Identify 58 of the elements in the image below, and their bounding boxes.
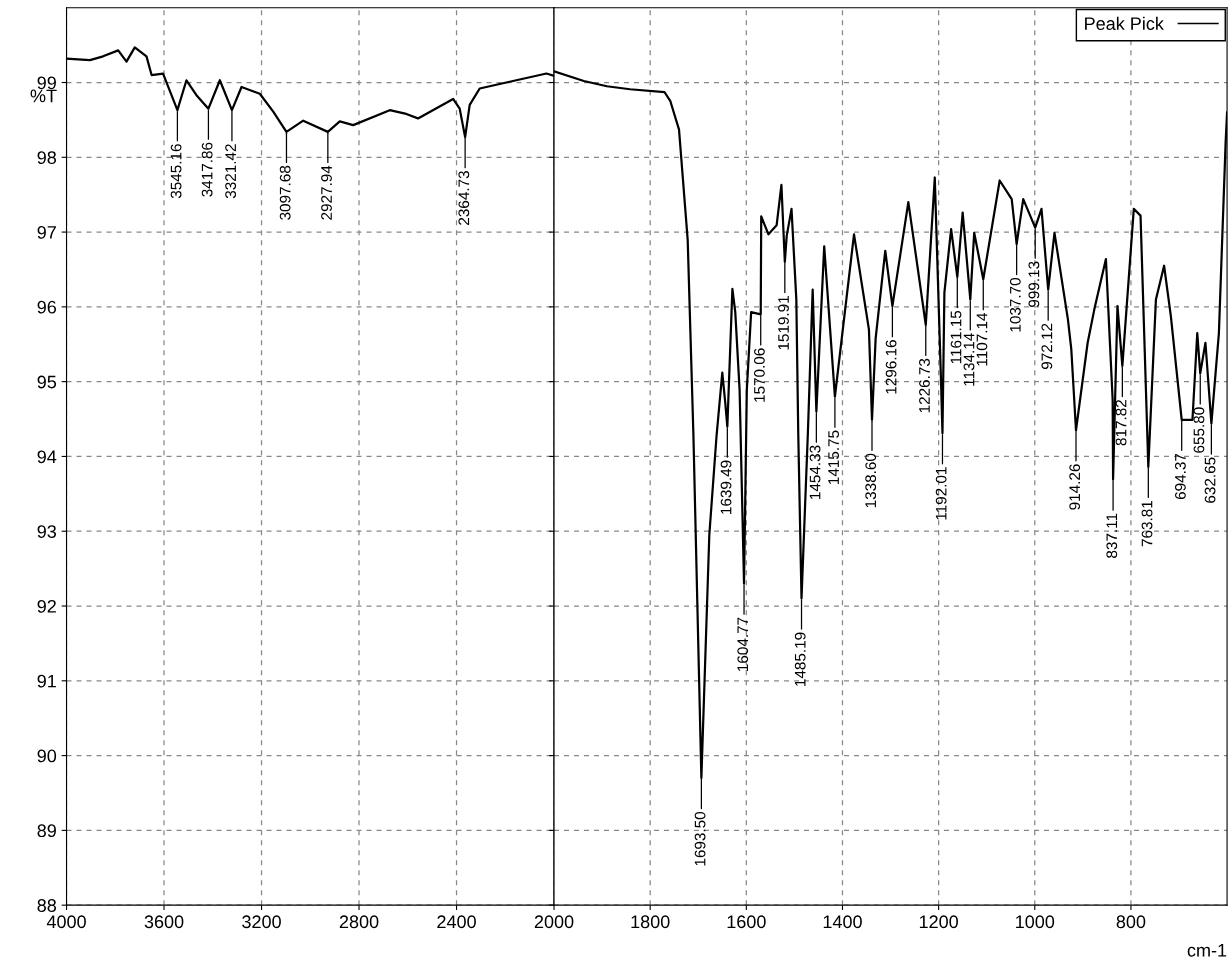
annotation: 1485.19 [794, 632, 806, 686]
annotation: 1604.77 [737, 617, 749, 671]
y-tick-label: 94 [37, 450, 57, 464]
y-tick-label: 96 [37, 300, 57, 314]
annotation: 763.81 [1141, 500, 1153, 547]
annotation: 655.80 [1193, 407, 1205, 453]
annotation: 1134.14 [963, 333, 975, 386]
annotation: 1226.73 [919, 358, 930, 413]
annotation: 1519.91 [778, 296, 789, 350]
x-tick-label: 2000 [534, 915, 574, 929]
annotation: 694.37 [1174, 453, 1186, 500]
annotation: 817.82 [1115, 400, 1127, 446]
x-tick-label: 1400 [823, 915, 862, 929]
annotation: 632.65 [1204, 457, 1216, 503]
annotation: 3097.68 [279, 165, 291, 220]
x-tick-label: 800 [1116, 915, 1146, 929]
annotation: 1415.75 [828, 430, 840, 484]
y-tick-label: 97 [37, 226, 56, 239]
annotation: 1570.06 [754, 348, 765, 402]
annotation: 1296.16 [885, 340, 897, 394]
annotation: 837.11 [1106, 513, 1118, 558]
y-tick-label: 99 [37, 76, 56, 90]
y-tick-label: 89 [37, 824, 56, 838]
x-tick-label: 4000 [46, 915, 86, 929]
x-tick-label: 1200 [919, 915, 958, 929]
annotation: 1192.01 [935, 467, 947, 520]
annotation: 999.13 [1028, 261, 1040, 307]
x-tick-label: 1000 [1016, 915, 1055, 929]
y-tick-label: 88 [37, 899, 57, 912]
annotation: 972.12 [1041, 323, 1053, 370]
annotation: 1454.33 [809, 445, 821, 499]
annotation: 1107.14 [976, 312, 988, 366]
x-tick-label: 3600 [144, 915, 184, 929]
annotation: 1037.70 [1009, 277, 1021, 332]
y-tick-label: 93 [37, 525, 57, 538]
x-tick-label: 2400 [437, 915, 476, 929]
x-tick-label: 1800 [631, 915, 670, 929]
y-axis-title: %T [30, 89, 57, 103]
x-tick-label: 1600 [727, 915, 766, 929]
x-tick-label: 2800 [339, 915, 379, 929]
annotation: 1338.60 [865, 453, 877, 508]
annotation: 1639.49 [720, 460, 732, 514]
x-axis-title: cm-1 [1187, 944, 1227, 957]
x-tick-label: 3200 [242, 915, 281, 929]
annotation: 1161.15 [950, 310, 962, 364]
y-tick-label: 92 [37, 599, 56, 613]
annotation: 3545.16 [170, 144, 182, 199]
y-tick-label: 98 [37, 151, 57, 165]
annotation: 3321.42 [225, 144, 237, 199]
annotation: 914.26 [1069, 464, 1081, 510]
annotation: 2927.94 [321, 165, 332, 220]
annotation: 2364.73 [458, 171, 470, 225]
annotation: 3417.86 [201, 142, 213, 197]
y-tick-label: 90 [37, 749, 57, 763]
y-tick-label: 91 [37, 674, 56, 688]
annotation: 1693.50 [694, 811, 706, 866]
y-tick-label: 95 [37, 375, 57, 389]
legend-label: Peak Pick [1085, 16, 1164, 31]
